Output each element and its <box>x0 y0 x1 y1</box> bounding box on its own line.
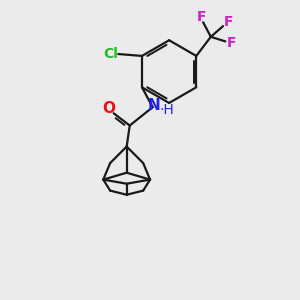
Text: O: O <box>102 101 115 116</box>
Text: F: F <box>197 10 206 24</box>
Text: Cl: Cl <box>103 47 118 61</box>
Text: F: F <box>226 36 236 50</box>
Text: N: N <box>148 98 161 113</box>
Text: F: F <box>224 14 233 28</box>
Text: ·H: ·H <box>160 103 175 117</box>
